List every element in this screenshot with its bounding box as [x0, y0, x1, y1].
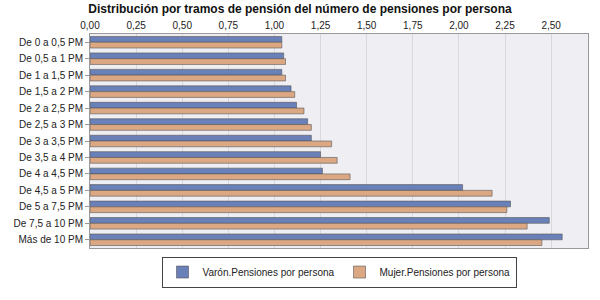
svg-text:0,25: 0,25 — [126, 20, 146, 31]
svg-text:De 1,5 a 2 PM: De 1,5 a 2 PM — [19, 86, 83, 97]
svg-text:1,25: 1,25 — [311, 20, 331, 31]
svg-text:Varón.Pensiones por persona: Varón.Pensiones por persona — [203, 267, 335, 278]
svg-text:De 4 a 4,5 PM: De 4 a 4,5 PM — [19, 168, 83, 179]
svg-text:2,25: 2,25 — [495, 20, 515, 31]
svg-text:De 4,5 a 5 PM: De 4,5 a 5 PM — [19, 185, 83, 196]
svg-text:De 0,5 a 1 PM: De 0,5 a 1 PM — [19, 53, 83, 64]
svg-text:De 7,5 a 10 PM: De 7,5 a 10 PM — [14, 218, 83, 229]
svg-text:0,75: 0,75 — [219, 20, 239, 31]
svg-text:De 1 a 1,5 PM: De 1 a 1,5 PM — [19, 70, 83, 81]
svg-text:2,50: 2,50 — [541, 20, 561, 31]
svg-text:De 2 a 2,5 PM: De 2 a 2,5 PM — [19, 103, 83, 114]
svg-text:De 2,5 a 3 PM: De 2,5 a 3 PM — [19, 119, 83, 130]
svg-text:1,50: 1,50 — [357, 20, 377, 31]
svg-text:De 3 a 3,5 PM: De 3 a 3,5 PM — [19, 136, 83, 147]
svg-text:Más de 10 PM: Más de 10 PM — [19, 234, 83, 245]
svg-text:De 3,5 a 4 PM: De 3,5 a 4 PM — [19, 152, 83, 163]
svg-text:Distribución por tramos de pen: Distribución por tramos de pensión del n… — [88, 2, 512, 16]
svg-text:Mujer.Pensiones por persona: Mujer.Pensiones por persona — [380, 267, 511, 278]
svg-text:0,50: 0,50 — [172, 20, 192, 31]
svg-text:1,75: 1,75 — [403, 20, 423, 31]
svg-text:0,00: 0,00 — [80, 20, 100, 31]
svg-text:De 5 a 7,5 PM: De 5 a 7,5 PM — [19, 201, 83, 212]
svg-text:1,00: 1,00 — [265, 20, 285, 31]
svg-text:De 0 a 0,5 PM: De 0 a 0,5 PM — [19, 37, 83, 48]
svg-text:2,00: 2,00 — [449, 20, 469, 31]
